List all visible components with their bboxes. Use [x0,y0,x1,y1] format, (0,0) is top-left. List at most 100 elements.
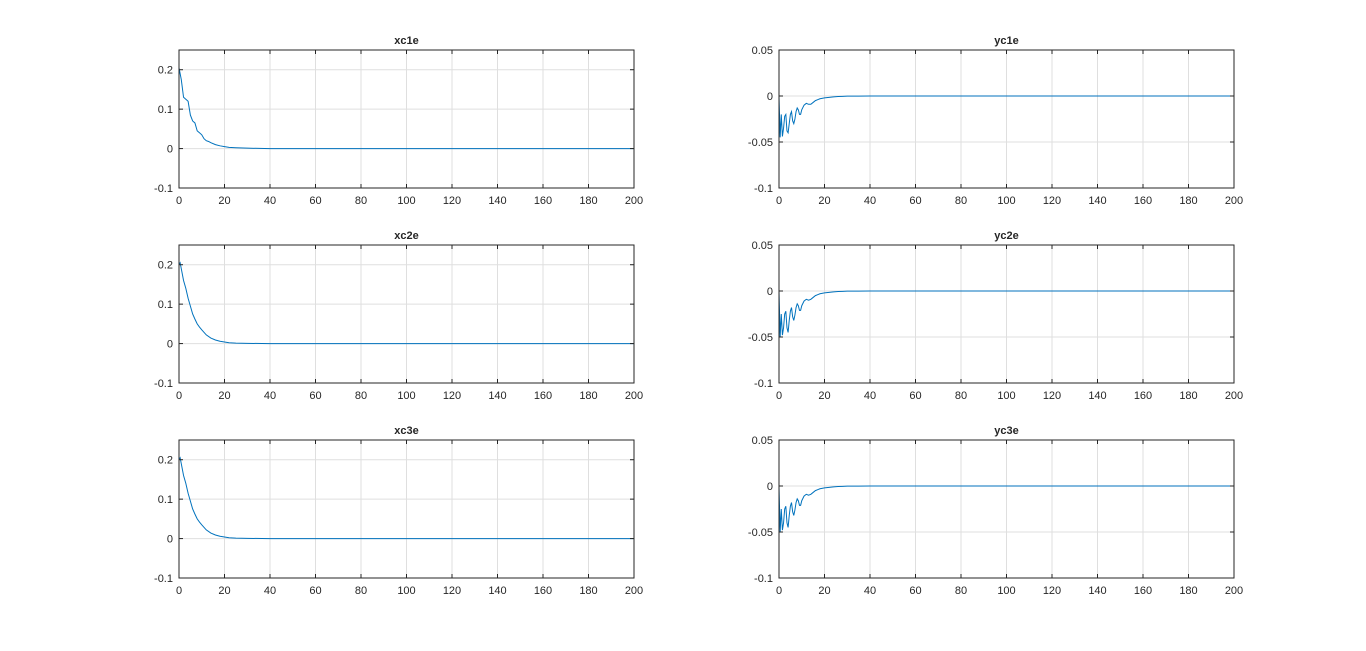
x-tick-label: 60 [909,585,921,597]
x-tick-label: 40 [864,195,876,207]
y-tick-label: -0.05 [748,527,773,539]
x-tick-label: 140 [1088,585,1106,597]
y-tick-label: -0.1 [754,183,773,195]
y-tick-label: 0.1 [158,299,173,311]
axes-yc3e: 0 20 40 60 80 100 120 140 160 180 200 -0.1 -0.05 0 0.0… [748,425,1243,597]
y-tick-label: 0.1 [158,494,173,506]
x-tick-label: 0 [776,390,782,402]
x-tick-label: 160 [1134,585,1152,597]
y-tick-label: -0.1 [754,378,773,390]
x-tick-label: 160 [1134,390,1152,402]
x-tick-label: 0 [776,195,782,207]
x-tick-label: 100 [997,390,1015,402]
x-tick-label: 0 [176,195,182,207]
x-tick-label: 160 [534,585,552,597]
axes-title: yc3e [994,425,1018,437]
axes-title: xc3e [394,425,418,437]
x-tick-label: 80 [955,585,967,597]
axes-title: yc2e [994,230,1018,242]
series-line [778,95,1234,138]
y-tick-label: 0 [767,481,773,493]
y-tick-label: -0.05 [748,137,773,149]
series-line [778,290,1234,338]
x-tick-label: 20 [218,585,230,597]
x-tick-label: 60 [309,390,321,402]
x-tick-label: 180 [1179,585,1197,597]
series-line [178,261,634,345]
x-tick-label: 100 [397,195,415,207]
x-tick-label: 160 [534,195,552,207]
axes-title: xc1e [394,35,418,47]
series-line [778,485,1234,533]
series-line [178,456,634,540]
x-tick-label: 200 [625,390,643,402]
axes-xc2e: 0 20 40 60 80 100 120 140 160 180 200-0.100.10.2xc… [154,230,643,402]
x-tick-label: 120 [1043,195,1061,207]
x-tick-label: 120 [1043,390,1061,402]
x-tick-label: 20 [818,390,830,402]
x-tick-label: 200 [625,195,643,207]
y-tick-label: 0.2 [158,260,173,272]
x-tick-label: 180 [1179,390,1197,402]
y-tick-label: 0 [167,534,173,546]
x-tick-label: 100 [397,390,415,402]
y-tick-label: 0 [767,286,773,298]
x-tick-label: 120 [1043,585,1061,597]
x-tick-label: 180 [1179,195,1197,207]
x-tick-label: 0 [776,585,782,597]
x-tick-label: 60 [309,585,321,597]
x-tick-label: 40 [264,390,276,402]
x-tick-label: 200 [1225,390,1243,402]
x-tick-label: 80 [355,195,367,207]
x-tick-label: 180 [579,195,597,207]
x-tick-label: 40 [264,195,276,207]
x-tick-label: 120 [443,195,461,207]
x-tick-label: 140 [488,585,506,597]
x-tick-label: 140 [488,195,506,207]
x-tick-label: 20 [818,585,830,597]
x-tick-label: 40 [864,585,876,597]
x-tick-label: 180 [579,585,597,597]
y-tick-label: 0.05 [752,240,773,252]
x-tick-label: 40 [264,585,276,597]
x-tick-label: 60 [909,195,921,207]
x-tick-label: 160 [1134,195,1152,207]
axes-xc3e: 0 20 40 60 80 100 120 140 160 180 200-0.100.10.2xc… [154,425,643,597]
y-tick-label: 0.1 [158,104,173,116]
x-tick-label: 60 [309,195,321,207]
series-line [178,67,634,150]
x-tick-label: 140 [488,390,506,402]
x-tick-label: 80 [955,195,967,207]
x-tick-label: 200 [1225,585,1243,597]
x-tick-label: 100 [997,585,1015,597]
x-tick-label: 20 [218,390,230,402]
x-tick-label: 20 [818,195,830,207]
x-tick-label: 60 [909,390,921,402]
x-tick-label: 40 [864,390,876,402]
y-tick-label: 0 [167,144,173,156]
y-tick-label: 0.2 [158,65,173,77]
x-tick-label: 140 [1088,390,1106,402]
axes-xc1e: 0 20 40 60 80 100 120 140 160 180 200-0.100.10.2xc… [154,35,643,207]
x-tick-label: 80 [955,390,967,402]
y-tick-label: -0.05 [748,332,773,344]
x-tick-label: 120 [443,390,461,402]
y-tick-label: -0.1 [154,378,173,390]
x-tick-label: 80 [355,585,367,597]
x-tick-label: 100 [997,195,1015,207]
y-tick-label: -0.1 [154,183,173,195]
x-tick-label: 80 [355,390,367,402]
y-tick-label: 0.05 [752,45,773,57]
x-tick-label: 0 [176,585,182,597]
x-tick-label: 100 [397,585,415,597]
y-tick-label: -0.1 [754,573,773,585]
y-tick-label: 0.2 [158,455,173,467]
axes-title: yc1e [994,35,1018,47]
axes-yc1e: 0 20 40 60 80 100 120 140 160 180 200 -0.1 -0.05 0 0.0… [748,35,1243,207]
x-tick-label: 200 [1225,195,1243,207]
x-tick-label: 140 [1088,195,1106,207]
x-tick-label: 0 [176,390,182,402]
x-tick-label: 180 [579,390,597,402]
x-tick-label: 20 [218,195,230,207]
